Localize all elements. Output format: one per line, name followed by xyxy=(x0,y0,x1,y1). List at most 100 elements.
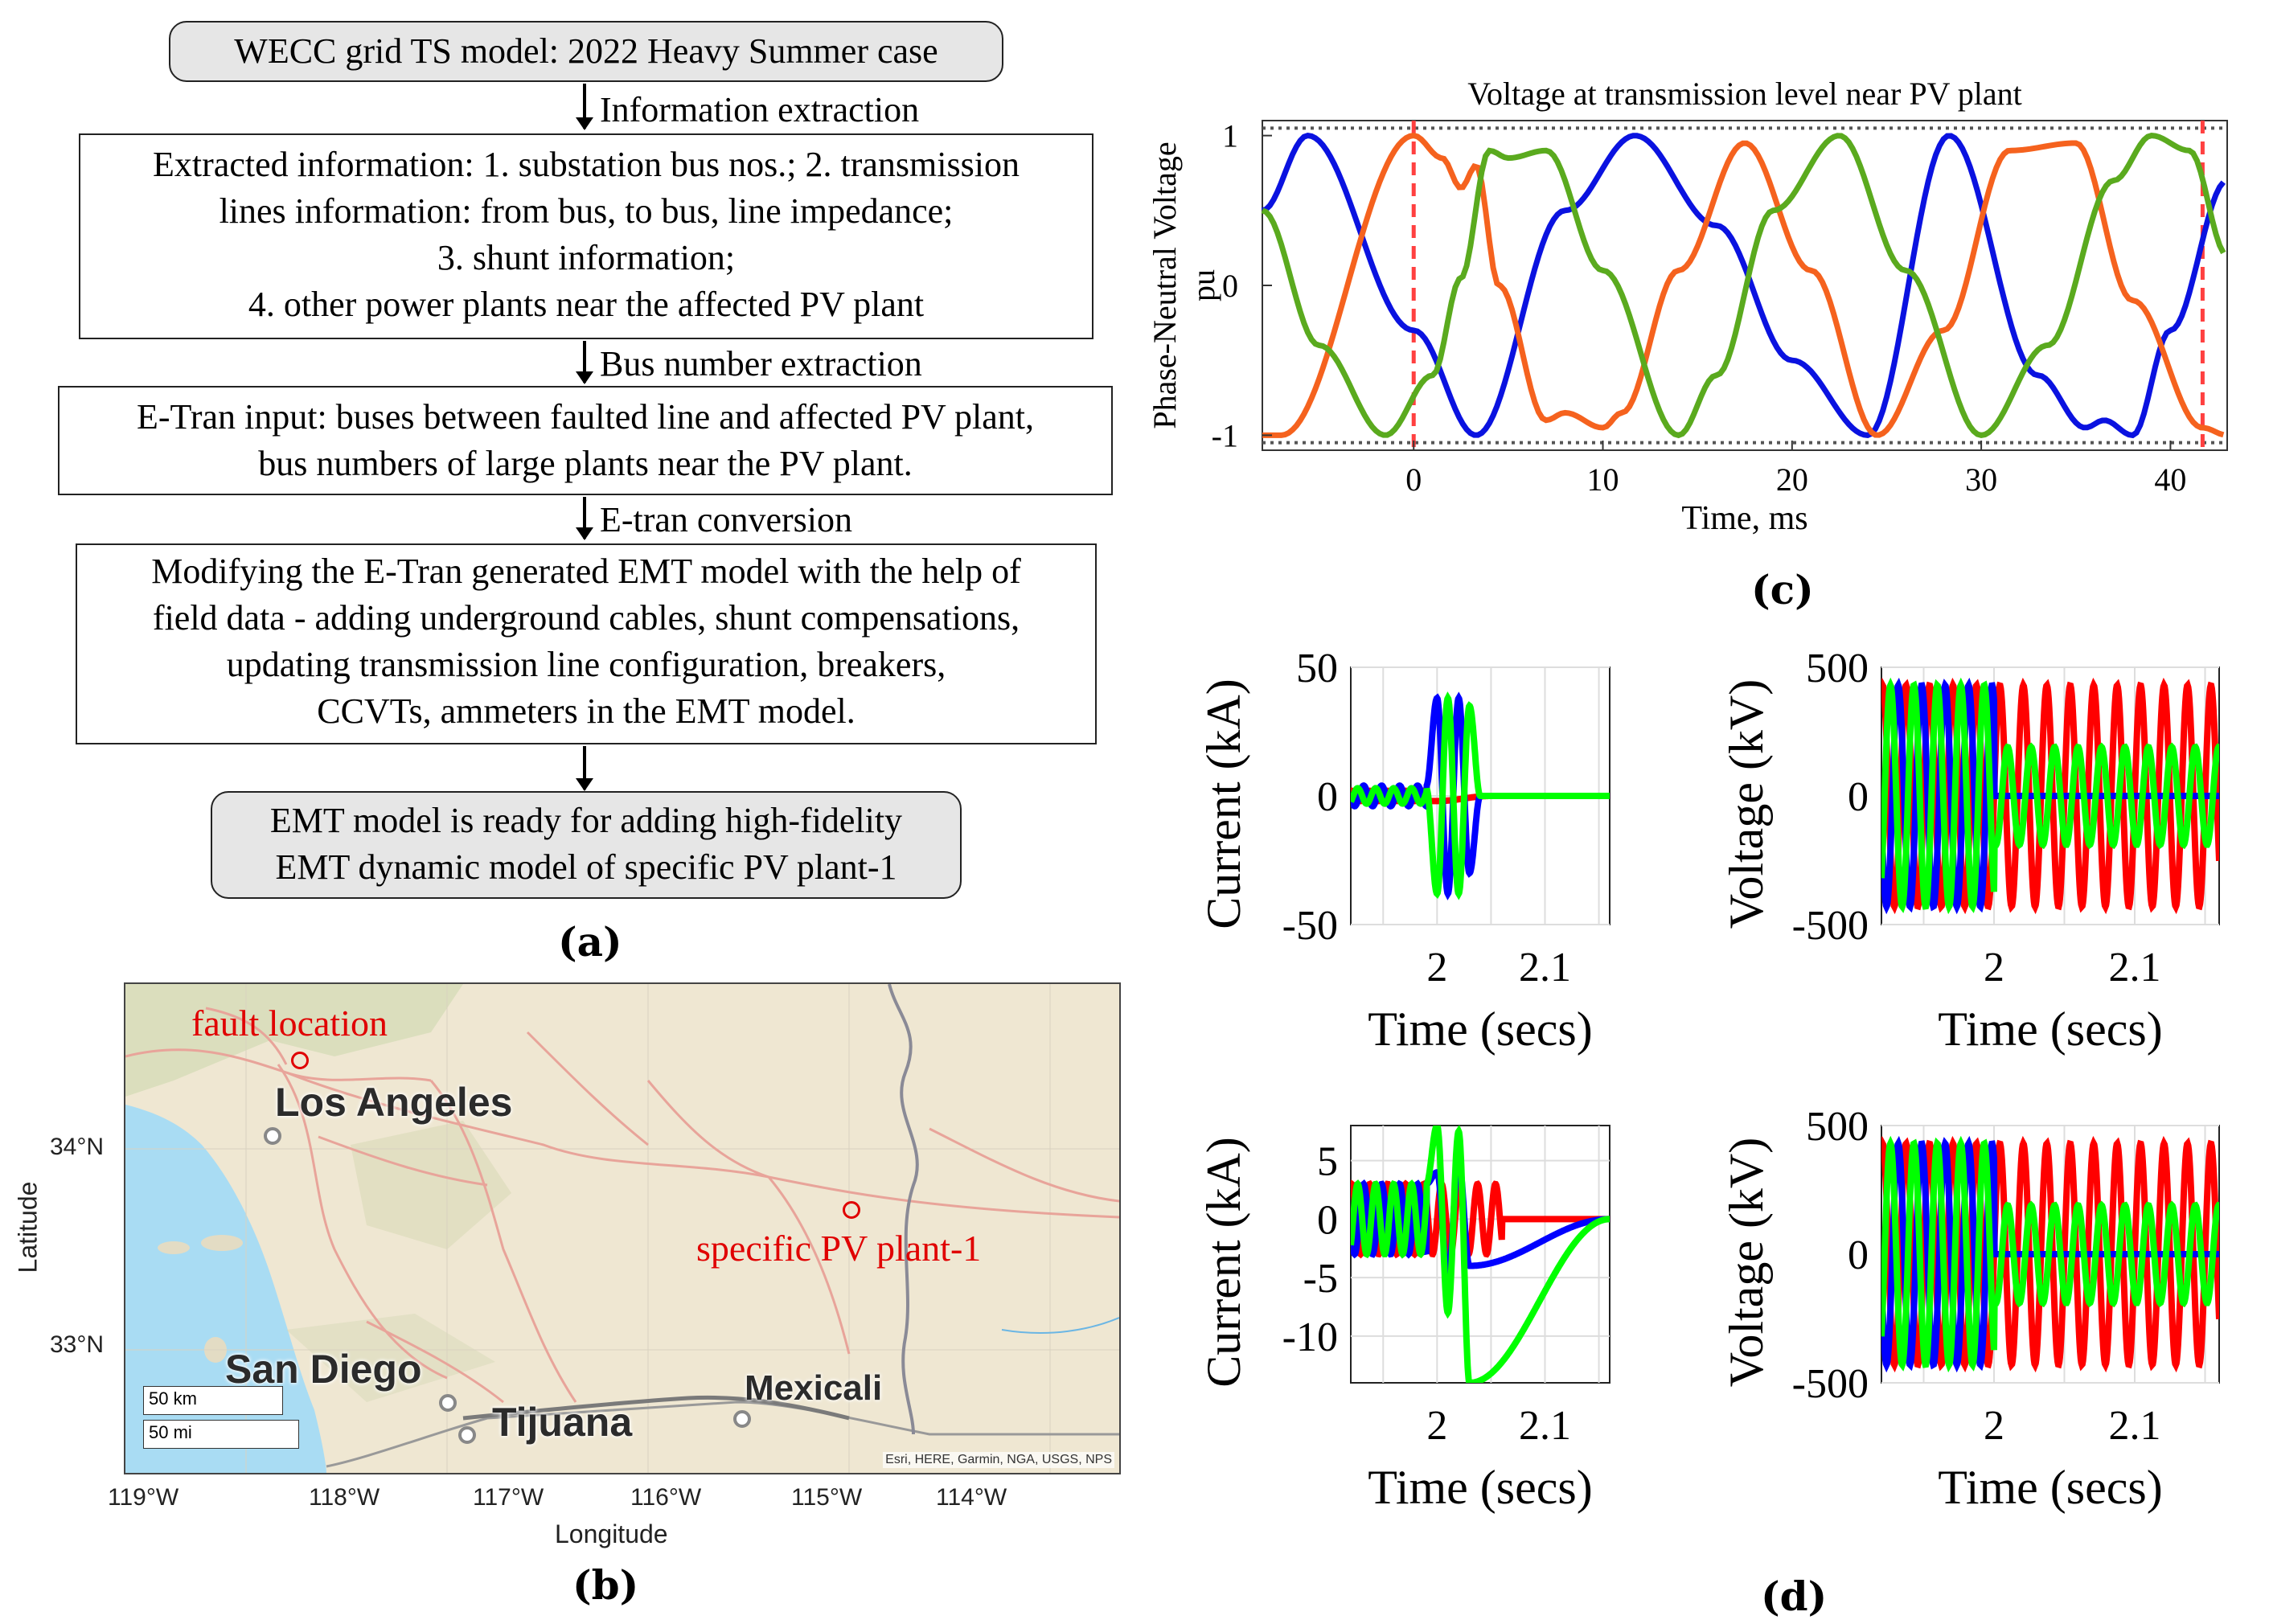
city-label-los-angeles: Los Angeles xyxy=(275,1080,513,1125)
plot-series xyxy=(1881,677,2219,915)
plot-series xyxy=(1351,691,1610,900)
lon-tick-118: 118°W xyxy=(309,1484,380,1511)
series-line-3 xyxy=(1351,1126,1610,1383)
san-diego-marker xyxy=(439,1394,457,1412)
terrain-shape xyxy=(286,1314,495,1402)
terrain-shape xyxy=(351,1121,511,1249)
map-roads xyxy=(125,1007,1119,1404)
state-border xyxy=(888,984,919,1435)
y-tick-label: -5 xyxy=(1303,1256,1338,1302)
pv-plant-marker xyxy=(843,1201,860,1219)
map-gridlines xyxy=(125,984,1119,1473)
flow-box-emt-ready: EMT model is ready for adding high-fidel… xyxy=(211,791,962,899)
x-axis-label: Time (secs) xyxy=(1368,1003,1592,1056)
lon-tick-117: 117°W xyxy=(473,1484,544,1511)
fault-location-label: fault location xyxy=(191,1003,388,1044)
lon-tick-116: 116°W xyxy=(630,1484,702,1511)
y-tick-label: 50 xyxy=(1296,646,1338,691)
flow-box-modifying-emt: Modifying the E-Tran generated EMT model… xyxy=(76,543,1097,744)
island-shape xyxy=(158,1241,190,1254)
lon-tick-114: 114°W xyxy=(936,1484,1007,1511)
scale-bar-mi: 50 mi xyxy=(143,1420,299,1449)
x-tick-label: 10 xyxy=(1587,461,1619,498)
y-tick-label: -500 xyxy=(1792,1361,1869,1407)
chart-title: Voltage at transmission level near PV pl… xyxy=(1467,76,2022,112)
lat-tick-33: 33°N xyxy=(50,1331,105,1358)
los-angeles-marker xyxy=(264,1127,281,1145)
x-tick-label: 2 xyxy=(1984,1403,2004,1449)
voltage-chart-2: 500 0 -500 2 2.1 Time (secs) Voltage (kV) xyxy=(1720,1104,2220,1514)
map-view[interactable]: Los Angeles San Diego Tijuana Mexicali f… xyxy=(124,982,1121,1474)
fault-location-marker xyxy=(291,1052,309,1069)
series-line-2 xyxy=(1262,133,2225,438)
x-tick-label: 2.1 xyxy=(1519,1403,1571,1449)
lat-tick-34: 34°N xyxy=(50,1134,105,1160)
panel-label-c: (c) xyxy=(1751,566,1814,613)
x-axis-label: Time, ms xyxy=(1681,500,1807,537)
y-tick-label: 0 xyxy=(1222,268,1238,304)
current-chart-1: 50 0 -50 2 2.1 Time (secs) Current (kA) xyxy=(1198,646,1610,1056)
x-axis-label: Time (secs) xyxy=(1938,1003,2162,1056)
y-axis-label-line-2: pu xyxy=(1185,269,1221,301)
x-axis-label: Time (secs) xyxy=(1938,1461,2162,1514)
panel-label-b: (b) xyxy=(572,1561,639,1609)
y-axis-label: Phase-Neutral Voltagepu xyxy=(1147,141,1221,429)
flow-arrow-3 xyxy=(576,497,593,540)
lon-tick-115: 115°W xyxy=(791,1484,863,1511)
x-tick-label: 2.1 xyxy=(2109,945,2161,990)
map-ylabel: Latitude xyxy=(13,1181,43,1273)
y-axis-label: Current (kA) xyxy=(1198,679,1250,929)
pv-plant-label: specific PV plant-1 xyxy=(696,1228,982,1269)
y-tick-label: 0 xyxy=(1848,1232,1869,1278)
y-tick-label: -50 xyxy=(1282,903,1338,949)
x-tick-label: 2.1 xyxy=(2109,1403,2161,1449)
lon-tick-119: 119°W xyxy=(108,1484,179,1511)
x-tick-label: 40 xyxy=(2154,461,2186,498)
y-tick-label: 0 xyxy=(1317,1197,1338,1243)
y-tick-label: 1 xyxy=(1222,118,1238,154)
tijuana-marker xyxy=(458,1426,476,1444)
y-axis-label-line-1: Phase-Neutral Voltage xyxy=(1147,141,1183,429)
ocean-shape xyxy=(125,1105,326,1473)
series-line-3 xyxy=(1881,1135,2219,1373)
y-axis-label: Voltage (kV) xyxy=(1720,1138,1773,1388)
y-tick-label: -1 xyxy=(1212,417,1238,453)
voltage-chart-1: 500 0 -500 2 2.1 Time (secs) Voltage (kV) xyxy=(1720,646,2220,1056)
flow-arrow-1 xyxy=(576,84,593,130)
x-tick-label: 30 xyxy=(1965,461,1997,498)
x-axis-label: Time (secs) xyxy=(1368,1461,1592,1514)
series-line-2 xyxy=(1351,1155,1610,1282)
flow-arrow-2 xyxy=(576,341,593,384)
y-tick-label: 0 xyxy=(1848,774,1869,820)
y-tick-label: 5 xyxy=(1317,1139,1338,1185)
flow-box-extracted-info: Extracted information: 1. substation bus… xyxy=(79,133,1093,339)
y-tick-label: 500 xyxy=(1806,1104,1869,1150)
city-label-san-diego: San Diego xyxy=(225,1347,422,1392)
x-tick-label: 2 xyxy=(1426,945,1447,990)
y-tick-label: -10 xyxy=(1282,1314,1338,1360)
flow-box-ts-model: WECC grid TS model: 2022 Heavy Summer ca… xyxy=(169,21,1003,82)
flow-arrow-4 xyxy=(576,746,593,791)
border-line xyxy=(326,1400,1119,1468)
y-axis-label: Voltage (kV) xyxy=(1720,679,1773,929)
x-tick-label: 0 xyxy=(1405,461,1422,498)
y-tick-label: -500 xyxy=(1792,903,1869,949)
y-tick-label: 0 xyxy=(1317,774,1338,820)
series-line-3 xyxy=(1881,677,2219,915)
x-tick-label: 2.1 xyxy=(1519,945,1571,990)
island-shape xyxy=(201,1235,243,1251)
series-line-3 xyxy=(1261,133,2226,439)
flow-box-etran-input: E-Tran input: buses between faulted line… xyxy=(58,386,1113,495)
terrain-shape xyxy=(125,984,463,1097)
mexicali-marker xyxy=(733,1410,751,1428)
y-axis-label: Current (kA) xyxy=(1198,1137,1250,1388)
plot-series xyxy=(1881,1135,2219,1373)
highway xyxy=(462,1395,850,1421)
river xyxy=(1001,1317,1119,1334)
x-tick-label: 2 xyxy=(1426,1403,1447,1449)
arrow-label-etran-conversion: E-tran conversion xyxy=(600,500,852,539)
series-line-3 xyxy=(1351,691,1610,900)
panel-label-d: (d) xyxy=(1761,1573,1828,1620)
x-tick-label: 2 xyxy=(1984,945,2004,990)
x-tick-label: 20 xyxy=(1776,461,1808,498)
